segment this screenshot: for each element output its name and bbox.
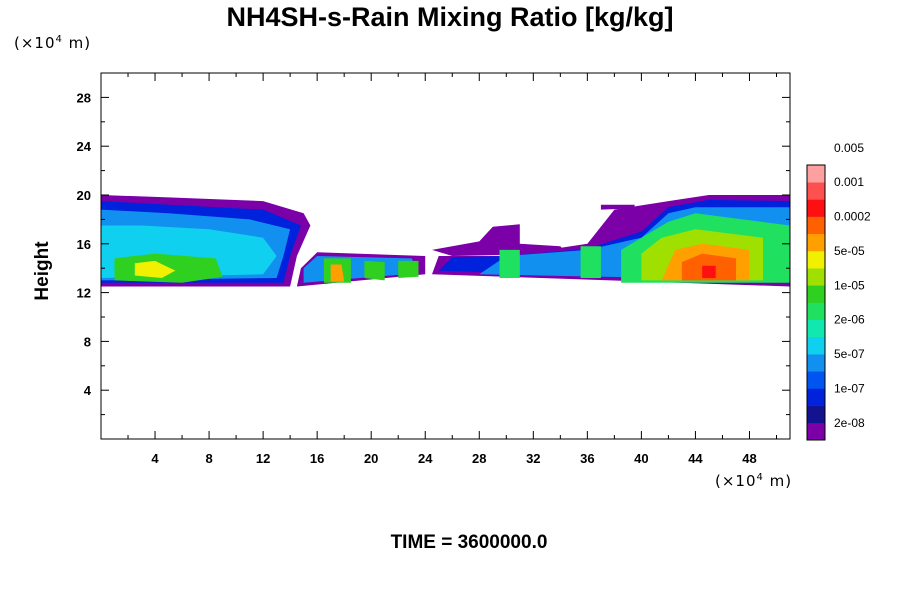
colorbar-swatch	[807, 285, 825, 303]
field-region	[702, 265, 716, 278]
colorbar-label: 0.005	[834, 141, 864, 155]
plot-frame	[100, 72, 791, 440]
colorbar-swatch	[807, 302, 825, 320]
x-tick-label: 32	[526, 451, 540, 466]
chart-title: NH4SH-s-Rain Mixing Ratio [kg/kg]	[226, 2, 674, 32]
colorbar-swatch	[807, 354, 825, 372]
x-tick-label: 36	[580, 451, 594, 466]
colorbar-frame	[806, 164, 826, 441]
x-tick-label: 8	[205, 451, 212, 466]
colorbar-label: 5e-05	[834, 244, 865, 258]
y-tick-label: 4	[84, 383, 92, 398]
y-tick-label: 28	[77, 90, 91, 105]
colorbar-swatch	[807, 182, 825, 200]
x-tick-label: 16	[310, 451, 324, 466]
colorbar-swatch	[807, 388, 825, 406]
y-tick-label: 24	[77, 139, 92, 154]
colorbar-swatch	[807, 336, 825, 355]
colorbar-label: 2e-06	[834, 313, 865, 327]
x-tick-label: 40	[634, 451, 648, 466]
colorbar-label: 0.001	[834, 175, 864, 189]
x-tick-label: 24	[418, 451, 433, 466]
x-tick-label: 48	[742, 451, 756, 466]
colorbar-swatch	[807, 422, 825, 441]
field-region	[432, 224, 568, 256]
colorbar-swatch	[807, 250, 825, 269]
field-region	[134, 260, 176, 278]
field-region	[364, 260, 385, 281]
colorbar-swatch	[807, 268, 825, 286]
colorbar-swatch	[807, 216, 825, 235]
field-region	[499, 249, 520, 278]
colorbar-label: 0.0002	[834, 210, 871, 224]
colorbar-label: 1e-05	[834, 278, 865, 292]
y-tick-label: 8	[84, 334, 91, 349]
x-tick-label: 20	[364, 451, 378, 466]
x-tick-label: 12	[256, 451, 270, 466]
field-regions	[101, 195, 790, 287]
x-tick-label: 4	[151, 451, 159, 466]
field-region	[398, 260, 419, 278]
y-tick-label: 12	[77, 286, 91, 301]
field-region	[600, 204, 635, 210]
colorbar: 2e-08 1e-07 5e-07 2e-06 1e-05 5e-05 0.0002 0.00…	[806, 141, 871, 441]
colorbar-swatch	[807, 199, 825, 217]
x-tick-label: 44	[688, 451, 703, 466]
colorbar-swatch	[807, 165, 825, 183]
colorbar-swatch	[807, 319, 825, 338]
x-axis-unit: (×104 m)	[715, 472, 793, 490]
colorbar-swatch	[807, 405, 825, 424]
x-tick-label: 28	[472, 451, 486, 466]
field-region	[580, 246, 601, 278]
colorbar-swatch	[807, 233, 825, 252]
y-tick-label: 16	[77, 237, 91, 252]
colorbar-label: 1e-07	[834, 381, 865, 395]
y-axis-unit: (×104 m)	[14, 34, 92, 52]
colorbar-label: 2e-08	[834, 416, 865, 430]
colorbar-label: 5e-07	[834, 347, 865, 361]
time-label: TIME = 3600000.0	[390, 532, 548, 553]
colorbar-swatch	[807, 371, 825, 389]
y-tick-label: 20	[77, 188, 91, 203]
field-region	[330, 264, 345, 282]
